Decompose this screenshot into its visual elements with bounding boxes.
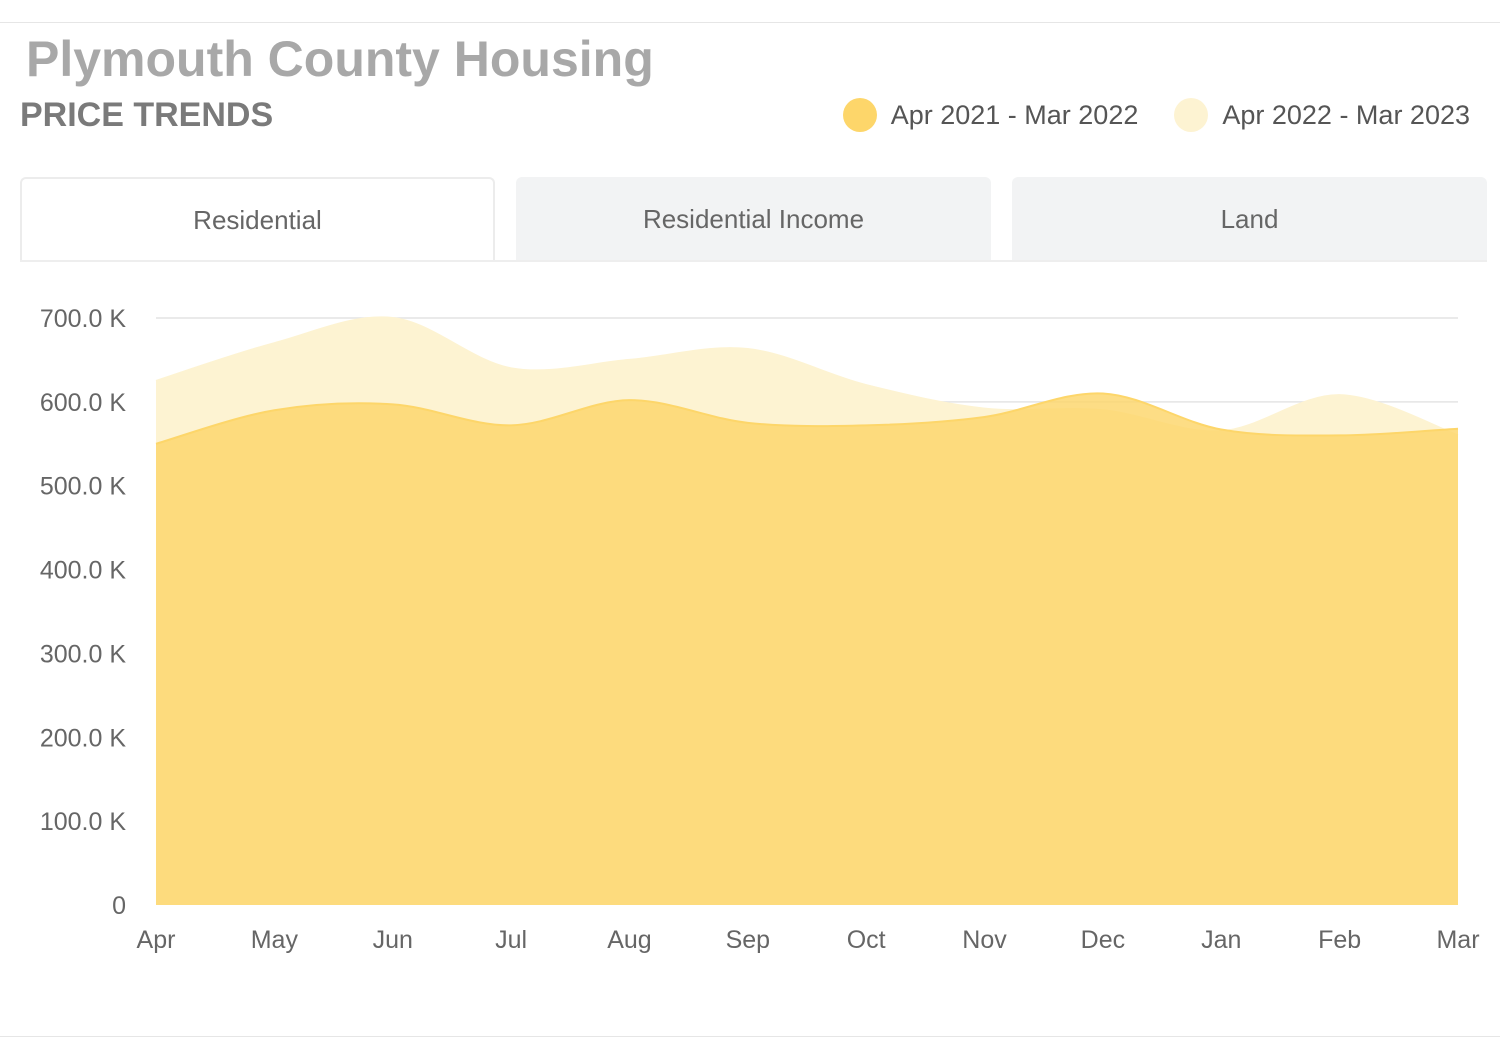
page-title: Plymouth County Housing [26, 31, 654, 87]
area-series [155, 316, 1459, 905]
x-tick-label: Oct [847, 926, 886, 954]
top-divider [0, 22, 1500, 23]
bottom-divider [0, 1036, 1500, 1037]
x-tick-label: Aug [607, 926, 651, 954]
axis-labels: 0 100.0 K 200.0 K 300.0 K 400.0 K 500.0 K 600.… [40, 305, 1480, 954]
legend-item-2021[interactable]: Apr 2021 - Mar 2022 [842, 98, 1139, 132]
legend-label-2022: Apr 2022 - Mar 2023 [1222, 99, 1470, 130]
x-tick-label: Jul [495, 926, 527, 954]
x-tick-label: May [251, 926, 299, 954]
y-tick-label: 0 [112, 892, 126, 920]
y-tick-label: 300.0 K [40, 640, 127, 668]
y-tick-label: 200.0 K [40, 724, 127, 752]
tab-residential-income[interactable]: Residential Income [516, 177, 991, 261]
property-type-tabs: Residential Residential Income Land [20, 177, 1487, 261]
x-tick-label: Mar [1436, 926, 1479, 954]
tab-land[interactable]: Land [1012, 177, 1487, 261]
x-tick-label: Sep [726, 926, 770, 954]
y-tick-label: 100.0 K [40, 808, 127, 836]
legend-swatch-2022 [1174, 98, 1209, 132]
tabs-baseline [20, 260, 1487, 262]
series-line-1 [155, 316, 1459, 437]
legend-swatch-2021 [842, 98, 877, 132]
x-tick-label: Feb [1318, 926, 1361, 954]
tab-residential[interactable]: Residential [20, 177, 495, 261]
x-tick-label: Apr [137, 926, 176, 954]
y-tick-label: 700.0 K [40, 305, 127, 333]
chart-subtitle: PRICE TRENDS [20, 96, 274, 134]
x-tick-label: Jan [1201, 926, 1241, 954]
y-tick-label: 400.0 K [40, 557, 127, 585]
area-fill-series-0[interactable] [156, 393, 1458, 905]
x-tick-label: Nov [962, 926, 1007, 954]
x-tick-label: Dec [1081, 926, 1125, 954]
y-tick-label: 500.0 K [40, 473, 127, 501]
chart-legend: Apr 2021 - Mar 2022 Apr 2022 - Mar 2023 [842, 98, 1470, 132]
legend-label-2021: Apr 2021 - Mar 2022 [890, 99, 1139, 130]
price-trends-chart: 0 100.0 K 200.0 K 300.0 K 400.0 K 500.0 K 600.… [40, 305, 1480, 954]
legend-item-2022[interactable]: Apr 2022 - Mar 2023 [1174, 98, 1470, 132]
series-line-0 [155, 392, 1459, 445]
y-tick-label: 600.0 K [40, 389, 127, 417]
x-tick-label: Jun [373, 926, 413, 954]
